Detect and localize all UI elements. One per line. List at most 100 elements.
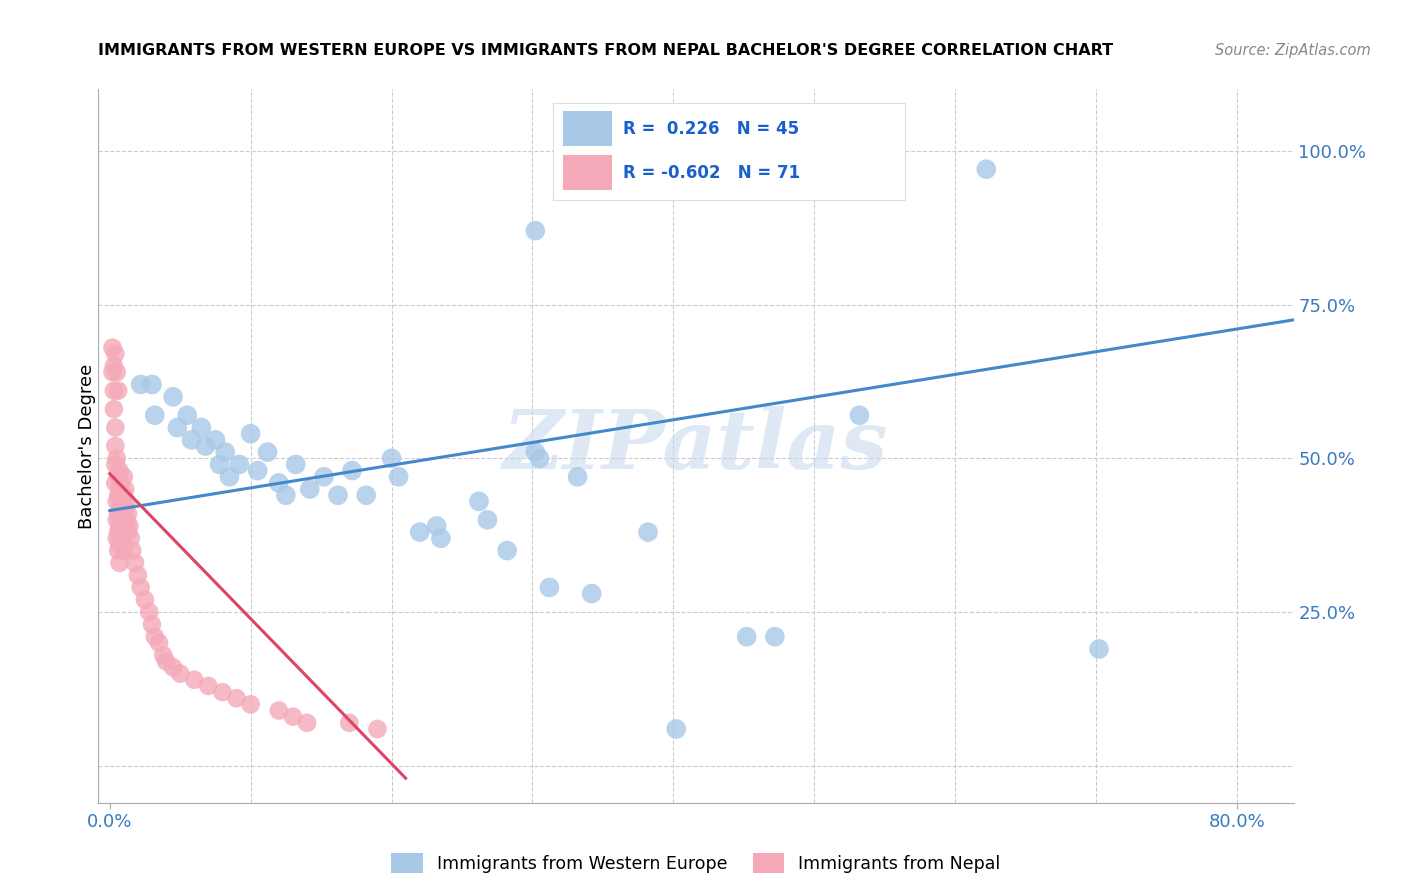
Point — [107, 525, 129, 540]
Point — [426, 519, 449, 533]
Point — [143, 630, 166, 644]
Point — [110, 513, 132, 527]
Point — [281, 709, 304, 723]
Point — [110, 531, 132, 545]
Point — [239, 698, 262, 712]
Point — [214, 445, 236, 459]
Point — [101, 341, 124, 355]
Point — [111, 525, 134, 540]
Point — [104, 420, 127, 434]
Point — [246, 464, 269, 478]
Point — [115, 494, 138, 508]
Point — [107, 488, 129, 502]
Point — [834, 162, 856, 177]
Point — [194, 439, 217, 453]
Point — [105, 531, 128, 545]
Point — [141, 617, 163, 632]
Point — [104, 439, 127, 453]
Point — [108, 500, 131, 515]
Point — [974, 162, 997, 177]
Point — [104, 475, 127, 490]
Point — [114, 500, 136, 515]
Point — [141, 377, 163, 392]
Point — [104, 458, 127, 472]
Text: ZIPatlas: ZIPatlas — [503, 406, 889, 486]
Point — [107, 543, 129, 558]
Point — [101, 365, 124, 379]
Point — [108, 464, 131, 478]
Point — [115, 513, 138, 527]
Text: Source: ZipAtlas.com: Source: ZipAtlas.com — [1215, 43, 1371, 58]
Point — [707, 162, 730, 177]
Point — [735, 630, 758, 644]
Point — [524, 445, 547, 459]
Point — [166, 420, 188, 434]
Point — [120, 531, 142, 545]
Point — [107, 384, 129, 398]
Point — [190, 420, 212, 434]
Point — [155, 654, 177, 668]
Point — [118, 519, 141, 533]
Point — [112, 507, 135, 521]
Point — [228, 458, 250, 472]
Point — [105, 494, 128, 508]
Point — [239, 426, 262, 441]
Point — [110, 475, 132, 490]
Point — [637, 525, 659, 540]
Point — [107, 469, 129, 483]
Point — [169, 666, 191, 681]
Point — [496, 543, 519, 558]
Point — [208, 458, 231, 472]
Point — [284, 458, 307, 472]
Point — [117, 525, 139, 540]
Point — [763, 630, 786, 644]
Point — [340, 464, 363, 478]
Point — [430, 531, 453, 545]
Point — [581, 587, 603, 601]
Point — [197, 679, 219, 693]
Point — [129, 377, 152, 392]
Point — [218, 469, 240, 483]
Point — [127, 568, 149, 582]
Point — [211, 685, 233, 699]
Point — [110, 494, 132, 508]
Point — [380, 451, 402, 466]
Point — [112, 525, 135, 540]
Point — [108, 556, 131, 570]
Point — [162, 660, 184, 674]
Point — [108, 482, 131, 496]
Point — [121, 543, 143, 558]
Point — [111, 488, 134, 502]
Point — [105, 365, 128, 379]
Point — [267, 475, 290, 490]
Point — [134, 592, 156, 607]
Text: IMMIGRANTS FROM WESTERN EUROPE VS IMMIGRANTS FROM NEPAL BACHELOR'S DEGREE CORREL: IMMIGRANTS FROM WESTERN EUROPE VS IMMIGR… — [98, 43, 1114, 58]
Point — [129, 581, 152, 595]
Point — [1088, 642, 1111, 657]
Y-axis label: Bachelor's Degree: Bachelor's Degree — [79, 363, 96, 529]
Point — [354, 488, 377, 502]
Point — [112, 543, 135, 558]
Point — [103, 359, 125, 373]
Point — [117, 507, 139, 521]
Point — [274, 488, 297, 502]
Point — [267, 704, 290, 718]
Point — [111, 507, 134, 521]
Point — [183, 673, 205, 687]
Point — [665, 722, 688, 736]
Point — [388, 469, 411, 483]
Point — [848, 409, 870, 423]
Point — [105, 513, 128, 527]
Point — [524, 224, 547, 238]
Point — [162, 390, 184, 404]
Point — [180, 433, 202, 447]
Point — [337, 715, 360, 730]
Point — [690, 162, 713, 177]
Point — [312, 469, 335, 483]
Point — [468, 494, 491, 508]
Point — [538, 581, 561, 595]
Point — [108, 537, 131, 551]
Point — [409, 525, 432, 540]
Point — [143, 409, 166, 423]
Legend: Immigrants from Western Europe, Immigrants from Nepal: Immigrants from Western Europe, Immigran… — [384, 846, 1008, 880]
